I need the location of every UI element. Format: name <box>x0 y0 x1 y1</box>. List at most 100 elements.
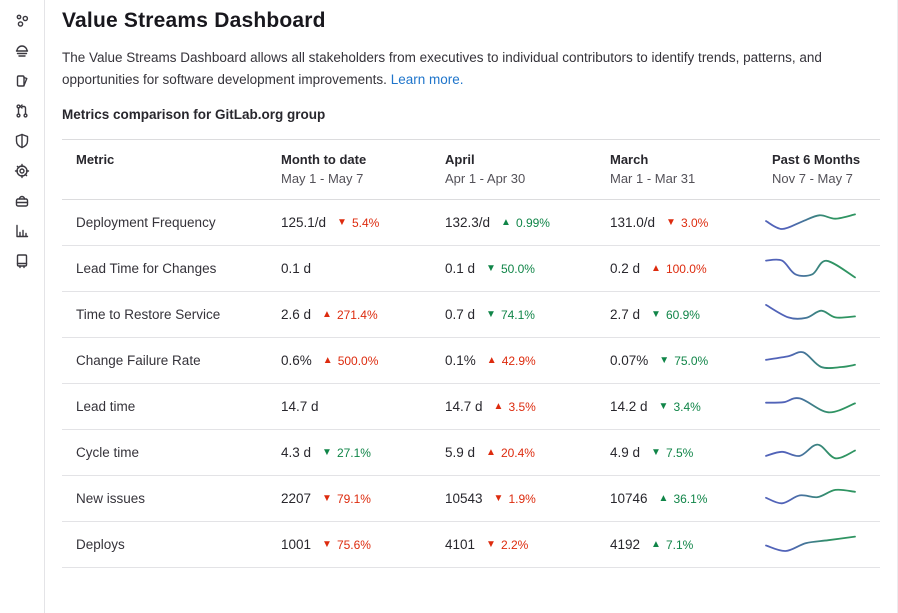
trend-indicator: ▲ 271.4% <box>322 308 378 322</box>
metric-value: 14.7 d <box>445 399 483 415</box>
sparkline-cell <box>758 346 880 376</box>
sparkline-cell <box>758 254 880 284</box>
trend-down-icon: ▼ <box>651 308 661 320</box>
plan-icon[interactable] <box>6 36 38 66</box>
documentation-icon[interactable] <box>6 246 38 276</box>
trend-down-icon: ▼ <box>651 446 661 458</box>
trend-percent: 50.0% <box>500 261 535 276</box>
trend-up-icon: ▲ <box>322 308 332 320</box>
metric-value: 0.2 d <box>610 261 641 277</box>
metric-value-cell: 10746 ▲ 36.1% <box>596 491 758 506</box>
column-header-april: April Apr 1 - Apr 30 <box>445 152 526 187</box>
metric-value-cell: 2.6 d ▲ 271.4% <box>267 307 431 322</box>
trend-percent: 36.1% <box>673 491 708 506</box>
metric-name-link[interactable]: Deploys <box>76 537 125 553</box>
metric-value: 0.1 d <box>445 261 476 277</box>
trend-down-icon: ▼ <box>337 216 347 228</box>
trend-indicator: ▼ 27.1% <box>322 446 371 460</box>
trend-percent: 271.4% <box>336 307 378 322</box>
trend-percent: 75.0% <box>674 353 709 368</box>
trend-indicator: ▼ 5.4% <box>337 216 379 230</box>
trend-percent: 1.9% <box>508 491 536 506</box>
metric-name-cell: Deploys <box>62 537 267 552</box>
table-row: Change Failure Rate 0.6% ▲ 500.0% 0.1% ▲ 42.9%… <box>62 338 880 385</box>
metric-name-link[interactable]: Deployment Frequency <box>76 215 216 231</box>
trend-up-icon: ▲ <box>486 354 497 366</box>
sparkline-chart <box>765 303 856 320</box>
metric-value: 0.07% <box>610 353 649 369</box>
trend-up-icon: ▲ <box>651 538 661 550</box>
metric-value-cell: 132.3/d ▲ 0.99% <box>431 215 596 230</box>
metric-name-cell: Lead Time for Changes <box>62 261 267 276</box>
operate-icon[interactable] <box>6 156 38 186</box>
secure-icon[interactable] <box>6 126 38 156</box>
trend-percent: 100.0% <box>665 261 707 276</box>
sparkline-chart <box>765 258 856 278</box>
code-icon[interactable] <box>6 66 38 96</box>
metric-value-cell: 4.9 d ▼ 7.5% <box>596 445 758 460</box>
metric-value-cell: 4192 ▲ 7.1% <box>596 537 758 552</box>
metric-value: 0.6% <box>281 353 312 369</box>
trend-percent: 7.5% <box>665 445 694 460</box>
trend-percent: 5.4% <box>351 215 380 230</box>
analytics-icon[interactable] <box>6 216 38 246</box>
trend-percent: 74.1% <box>500 307 535 322</box>
metric-value: 4101 <box>445 537 476 553</box>
trend-indicator: ▲ 0.99% <box>501 216 550 230</box>
metric-name-link[interactable]: New issues <box>76 491 146 507</box>
sparkline-chart <box>765 535 856 552</box>
trend-down-icon: ▼ <box>486 538 496 550</box>
metric-name-cell: Cycle time <box>62 445 267 460</box>
metric-name-link[interactable]: Time to Restore Service <box>76 307 221 323</box>
trend-down-icon: ▼ <box>659 354 670 366</box>
trend-indicator: ▲ 3.5% <box>494 400 536 414</box>
table-row: Time to Restore Service 2.6 d ▲ 271.4% 0.7 d… <box>62 292 880 339</box>
trend-down-icon: ▼ <box>493 492 504 504</box>
sparkline-chart <box>765 488 856 504</box>
table-row: Deploys 1001 ▼ 75.6% 4101 ▼ 2.2% 4192 ▲ 7.1% <box>62 522 880 569</box>
sparkline-cell <box>758 208 880 238</box>
trend-indicator: ▼ 75.6% <box>322 538 371 552</box>
metric-value: 0.1% <box>445 353 476 369</box>
trend-down-icon: ▼ <box>486 308 496 320</box>
trend-indicator: ▼ 1.9% <box>494 492 536 506</box>
trend-percent: 20.4% <box>500 445 535 460</box>
trend-indicator: ▼ 60.9% <box>651 308 700 322</box>
trend-up-icon: ▲ <box>658 492 669 504</box>
manage-icon[interactable] <box>6 6 38 36</box>
sparkline-chart <box>765 443 856 459</box>
sparkline-chart <box>765 396 856 413</box>
page-title: Value Streams Dashboard <box>62 9 326 32</box>
main-content: Value Streams Dashboard The Value Stream… <box>45 0 898 613</box>
merge-request-icon[interactable] <box>6 96 38 126</box>
sparkline-chart <box>765 213 856 230</box>
metric-name-link[interactable]: Lead Time for Changes <box>76 261 217 277</box>
table-row: Lead time 14.7 d 14.7 d ▲ 3.5% 14.2 d ▼ 3.4% <box>62 384 880 431</box>
table-row: Cycle time 4.3 d ▼ 27.1% 5.9 d ▲ 20.4% 4.9 d ▼ 7.… <box>62 430 880 477</box>
column-header-march: March Mar 1 - Mar 31 <box>610 152 696 187</box>
metric-value: 10543 <box>445 491 483 507</box>
table-header: Metric Month to date May 1 - May 7 April… <box>62 140 880 201</box>
trend-down-icon: ▼ <box>322 492 332 504</box>
description-text: The Value Streams Dashboard allows all s… <box>62 50 822 87</box>
metric-value: 4192 <box>610 537 641 553</box>
metrics-table: Metric Month to date May 1 - May 7 April… <box>62 139 880 569</box>
metric-value-cell: 4.3 d ▼ 27.1% <box>267 445 431 460</box>
metric-name-link[interactable]: Cycle time <box>76 445 140 461</box>
metric-value-cell: 10543 ▼ 1.9% <box>431 491 596 506</box>
trend-indicator: ▲ 42.9% <box>487 354 536 368</box>
metric-value-cell: 0.1% ▲ 42.9% <box>431 353 596 368</box>
metric-value-cell: 5.9 d ▲ 20.4% <box>431 445 596 460</box>
trend-percent: 3.5% <box>508 399 536 414</box>
trend-indicator: ▼ 2.2% <box>486 538 528 552</box>
metric-value-cell: 0.1 d <box>267 261 431 276</box>
sparkline-cell <box>758 438 880 468</box>
deploy-icon[interactable] <box>6 186 38 216</box>
metric-value-cell: 2207 ▼ 79.1% <box>267 491 431 506</box>
metric-name-link[interactable]: Lead time <box>76 399 136 415</box>
sparkline-cell <box>758 392 880 422</box>
trend-percent: 500.0% <box>337 353 379 368</box>
metric-name-link[interactable]: Change Failure Rate <box>76 353 201 369</box>
learn-more-link[interactable]: Learn more. <box>390 71 464 87</box>
